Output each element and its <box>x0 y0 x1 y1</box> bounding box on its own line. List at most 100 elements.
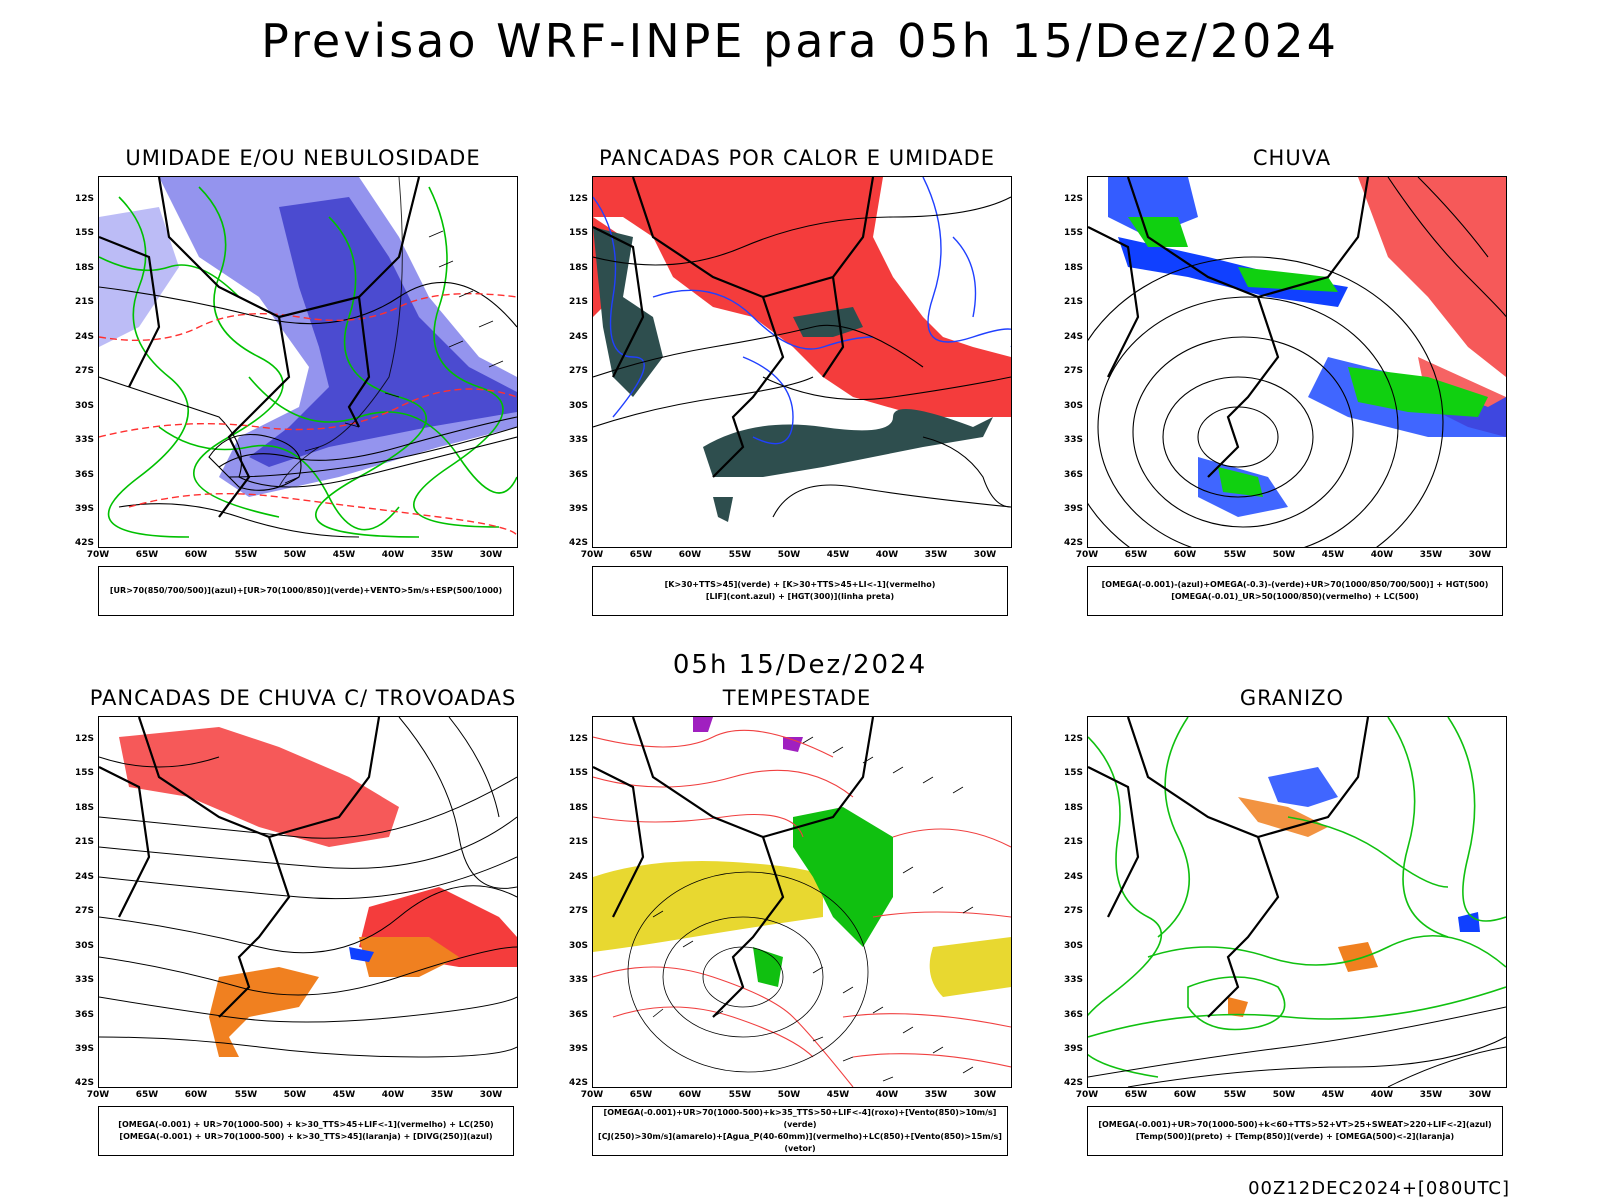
lat-label: 27S <box>1063 366 1083 376</box>
lat-label: 21S <box>568 297 588 307</box>
lat-label: 33S <box>74 435 94 445</box>
lat-label: 36S <box>568 470 588 480</box>
lat-label: 12S <box>74 194 94 204</box>
lat-label: 21S <box>568 837 588 847</box>
lat-label: 36S <box>74 470 94 480</box>
lon-label: 35W <box>924 550 948 560</box>
lat-label: 12S <box>74 734 94 744</box>
map-frame <box>1087 176 1507 548</box>
lon-label: 55W <box>728 1090 752 1100</box>
lat-label: 39S <box>74 1044 94 1054</box>
legend-line: [CJ(250)>30m/s](amarelo)+[Agua_P(40-60mm… <box>598 1132 1002 1153</box>
lon-label: 60W <box>678 1090 702 1100</box>
lat-label: 21S <box>74 837 94 847</box>
lat-label: 24S <box>568 872 588 882</box>
lat-label: 33S <box>568 435 588 445</box>
lon-label: 45W <box>332 1090 356 1100</box>
map-umidade <box>99 177 517 538</box>
map-frame <box>98 176 518 548</box>
lon-label: 40W <box>1370 550 1394 560</box>
lat-label: 39S <box>1063 504 1083 514</box>
lon-label: 50W <box>777 550 801 560</box>
lat-label: 30S <box>568 401 588 411</box>
panel-title: PANCADAS POR CALOR E UMIDADE <box>598 146 996 170</box>
lon-label: 60W <box>1173 1090 1197 1100</box>
lat-label: 27S <box>1063 906 1083 916</box>
lat-label: 18S <box>568 803 588 813</box>
panel-legend: [K>30+TTS>45](verde) + [K>30+TTS>45+LI<-… <box>592 566 1008 616</box>
lat-label: 39S <box>1063 1044 1083 1054</box>
lat-label: 18S <box>74 263 94 273</box>
lat-label: 39S <box>568 1044 588 1054</box>
lon-label: 65W <box>1124 1090 1148 1100</box>
lat-label: 15S <box>1063 228 1083 238</box>
legend-line: [OMEGA(-0.001)-(azul)+OMEGA(-0.3)-(verde… <box>1101 580 1489 589</box>
lat-label: 18S <box>74 803 94 813</box>
map-chuva <box>1088 177 1506 547</box>
map-tempestade <box>593 717 1011 1087</box>
lon-label: 35W <box>430 1090 454 1100</box>
legend-line: [OMEGA(-0.001) + UR>70(1000-500) + k>30_… <box>119 1132 493 1141</box>
lat-label: 24S <box>1063 332 1083 342</box>
lat-label: 24S <box>74 872 94 882</box>
lon-label: 50W <box>777 1090 801 1100</box>
lon-label: 50W <box>283 550 307 560</box>
lon-label: 55W <box>728 550 752 560</box>
lat-label: 12S <box>1063 194 1083 204</box>
map-frame <box>592 716 1012 1088</box>
lat-label: 24S <box>1063 872 1083 882</box>
panel-title: TEMPESTADE <box>722 686 872 710</box>
lon-label: 30W <box>479 550 503 560</box>
legend-line: [K>30+TTS>45](verde) + [K>30+TTS>45+LI<-… <box>664 580 936 589</box>
lat-label: 30S <box>568 941 588 951</box>
panel-legend: [OMEGA(-0.001)+UR>70(1000-500)+k<60+TTS>… <box>1087 1106 1503 1156</box>
panel-legend: [OMEGA(-0.001) + UR>70(1000-500) + k>30_… <box>98 1106 514 1156</box>
panel-pancadas-trovoadas: PANCADAS DE CHUVA C/ TROVOADAS <box>68 686 538 1166</box>
lat-label: 42S <box>568 538 588 548</box>
lat-label: 15S <box>74 228 94 238</box>
lon-label: 40W <box>875 550 899 560</box>
lat-label: 27S <box>568 906 588 916</box>
lon-label: 35W <box>924 1090 948 1100</box>
panel-chuva: CHUVA <box>1057 146 1527 626</box>
lat-label: 12S <box>1063 734 1083 744</box>
lat-label: 42S <box>74 1078 94 1088</box>
lat-label: 21S <box>1063 837 1083 847</box>
lon-label: 70W <box>1075 1090 1099 1100</box>
lat-label: 27S <box>568 366 588 376</box>
lon-label: 40W <box>381 1090 405 1100</box>
lat-label: 12S <box>568 194 588 204</box>
panel-legend: [UR>70(850/700/500)](azul)+[UR>70(1000/8… <box>98 566 514 616</box>
lon-label: 45W <box>332 550 356 560</box>
lat-label: 36S <box>74 1010 94 1020</box>
map-pancadas-trovoadas <box>99 717 517 1058</box>
lat-label: 33S <box>1063 435 1083 445</box>
lat-label: 15S <box>568 228 588 238</box>
map-frame <box>1087 716 1507 1088</box>
legend-line: [Temp(500)](preto) + [Temp(850)](verde) … <box>1135 1132 1455 1141</box>
legend-line: [UR>70(850/700/500)](azul)+[UR>70(1000/8… <box>109 586 503 595</box>
panel-tempestade: TEMPESTADE <box>562 686 1032 1166</box>
panel-legend: [OMEGA(-0.001)-(azul)+OMEGA(-0.3)-(verde… <box>1087 566 1503 616</box>
legend-line: [OMEGA(-0.001)+UR>70(1000-500)+k<60+TTS>… <box>1098 1120 1492 1129</box>
lon-label: 40W <box>875 1090 899 1100</box>
lat-label: 24S <box>74 332 94 342</box>
lon-label: 45W <box>1321 550 1345 560</box>
lat-label: 18S <box>1063 803 1083 813</box>
map-frame <box>592 176 1012 548</box>
legend-line: [OMEGA(-0.01)_UR>50(1000/850)(vermelho) … <box>1171 592 1419 601</box>
lat-label: 42S <box>1063 538 1083 548</box>
lat-label: 42S <box>568 1078 588 1088</box>
panel-title: GRANIZO <box>1239 686 1345 710</box>
legend-line: [OMEGA(-0.001) + UR>70(1000-500) + k>30_… <box>118 1120 494 1129</box>
lon-label: 30W <box>1468 550 1492 560</box>
lon-label: 60W <box>184 550 208 560</box>
lat-label: 39S <box>74 504 94 514</box>
map-pancadas-calor <box>593 177 1011 522</box>
lat-label: 12S <box>568 734 588 744</box>
lat-label: 36S <box>1063 1010 1083 1020</box>
lat-label: 27S <box>74 366 94 376</box>
lon-label: 30W <box>973 550 997 560</box>
lat-label: 18S <box>1063 263 1083 273</box>
lat-label: 36S <box>1063 470 1083 480</box>
